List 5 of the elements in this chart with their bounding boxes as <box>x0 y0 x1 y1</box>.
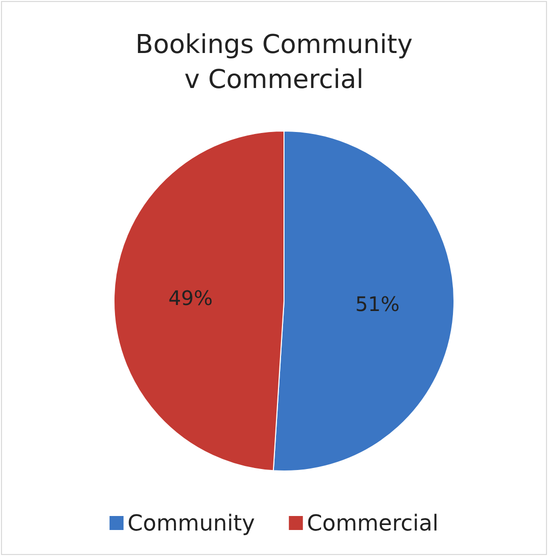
legend-label: Commercial <box>306 512 438 537</box>
data-label: 51% <box>355 292 400 316</box>
legend-label: Community <box>128 512 255 537</box>
chart-title: Bookings Community v Commercial <box>135 30 413 95</box>
data-label: 49% <box>168 286 213 310</box>
